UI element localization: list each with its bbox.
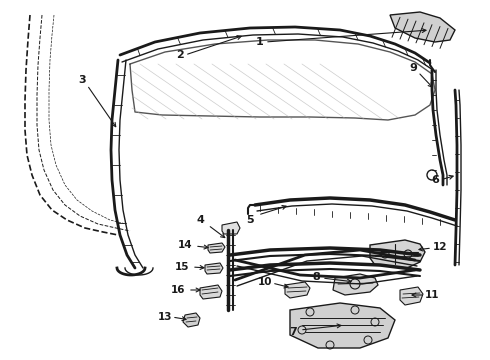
Polygon shape [208, 243, 225, 253]
Polygon shape [285, 282, 310, 298]
Polygon shape [333, 274, 378, 295]
Text: 12: 12 [433, 242, 447, 252]
Polygon shape [370, 240, 425, 268]
Text: 9: 9 [409, 63, 417, 73]
Text: 6: 6 [431, 175, 439, 185]
Text: 4: 4 [196, 215, 204, 225]
Text: 14: 14 [178, 240, 192, 250]
Polygon shape [205, 263, 223, 274]
Text: 2: 2 [176, 50, 184, 60]
Polygon shape [290, 303, 395, 348]
Text: 8: 8 [312, 272, 320, 282]
Text: 7: 7 [289, 327, 297, 337]
Text: 3: 3 [78, 75, 86, 85]
Polygon shape [390, 12, 455, 42]
Polygon shape [200, 285, 222, 299]
Text: 11: 11 [425, 290, 439, 300]
Polygon shape [183, 313, 200, 327]
Text: 16: 16 [171, 285, 185, 295]
Polygon shape [400, 287, 423, 305]
Text: 5: 5 [246, 215, 254, 225]
Text: 15: 15 [175, 262, 189, 272]
Text: 13: 13 [158, 312, 172, 322]
Polygon shape [222, 222, 240, 234]
Text: 1: 1 [256, 37, 264, 47]
Text: 10: 10 [258, 277, 272, 287]
